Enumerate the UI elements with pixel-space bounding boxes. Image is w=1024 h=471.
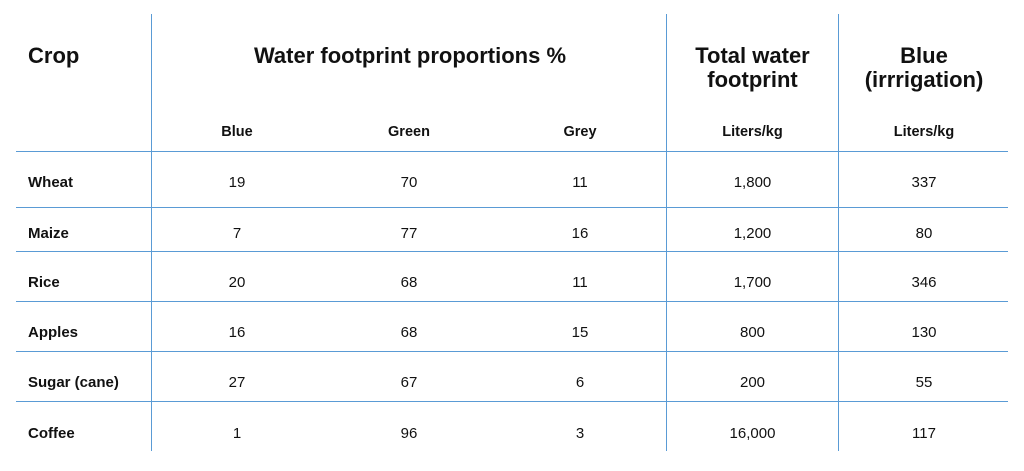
cell-grey: 11 <box>572 273 588 291</box>
header-proportions: Water footprint proportions % <box>253 43 567 68</box>
cell-grey: 15 <box>571 323 589 341</box>
row-divider <box>16 251 1008 252</box>
row-divider <box>16 401 1008 402</box>
cell-blue: 7 <box>232 224 242 242</box>
row-divider <box>16 301 1008 302</box>
row-crop: Rice <box>28 273 60 291</box>
row-crop: Maize <box>28 224 69 242</box>
header-blue-irrigation: Blue (irrrigation) <box>839 42 1009 94</box>
cell-blue: 19 <box>228 173 246 191</box>
cell-green: 77 <box>400 224 418 242</box>
row-divider <box>16 207 1008 208</box>
row-crop: Apples <box>28 323 79 341</box>
row-crop: Sugar (cane) <box>28 373 119 391</box>
subheader-grey: Grey <box>563 124 597 140</box>
subheader-blue-unit: Liters/kg <box>893 124 955 140</box>
cell-irrigation: 80 <box>915 224 933 242</box>
subheader-blue: Blue <box>221 124 253 140</box>
header-blue-line1: Blue <box>900 43 948 68</box>
cell-irrigation: 55 <box>915 373 933 391</box>
cell-grey: 11 <box>572 173 588 191</box>
cell-irrigation: 130 <box>911 323 937 341</box>
row-crop: Wheat <box>28 173 73 191</box>
column-divider <box>666 14 667 451</box>
cell-blue: 16 <box>228 323 246 341</box>
row-divider <box>16 351 1008 352</box>
cell-grey: 3 <box>575 424 585 442</box>
cell-grey: 16 <box>571 224 589 242</box>
subheader-total-unit: Liters/kg <box>722 124 783 140</box>
cell-green: 68 <box>400 273 418 291</box>
cell-grey: 6 <box>575 373 585 391</box>
column-divider <box>151 14 152 451</box>
cell-total: 1,200 <box>733 224 772 242</box>
header-blue-line2: (irrrigation) <box>864 67 984 92</box>
cell-green: 68 <box>400 323 418 341</box>
cell-irrigation: 346 <box>911 273 937 291</box>
row-divider <box>16 151 1008 152</box>
cell-blue: 20 <box>228 273 246 291</box>
cell-total: 1,800 <box>733 173 772 191</box>
cell-blue: 27 <box>228 373 246 391</box>
cell-irrigation: 117 <box>912 424 936 442</box>
header-crop: Crop <box>28 43 80 68</box>
cell-green: 70 <box>400 173 418 191</box>
cell-irrigation: 337 <box>911 173 937 191</box>
cell-total: 16,000 <box>729 424 776 442</box>
row-crop: Coffee <box>28 424 75 442</box>
cell-total: 1,700 <box>733 273 772 291</box>
subheader-green: Green <box>388 124 430 140</box>
cell-green: 96 <box>400 424 418 442</box>
cell-total: 800 <box>739 323 766 341</box>
header-total-water-footprint: Total water footprint <box>667 42 838 94</box>
cell-total: 200 <box>739 373 766 391</box>
column-divider <box>838 14 839 451</box>
header-total-line2: footprint <box>707 67 798 92</box>
cell-green: 67 <box>400 373 418 391</box>
header-total-line1: Total water <box>695 43 810 68</box>
cell-blue: 1 <box>232 424 242 442</box>
